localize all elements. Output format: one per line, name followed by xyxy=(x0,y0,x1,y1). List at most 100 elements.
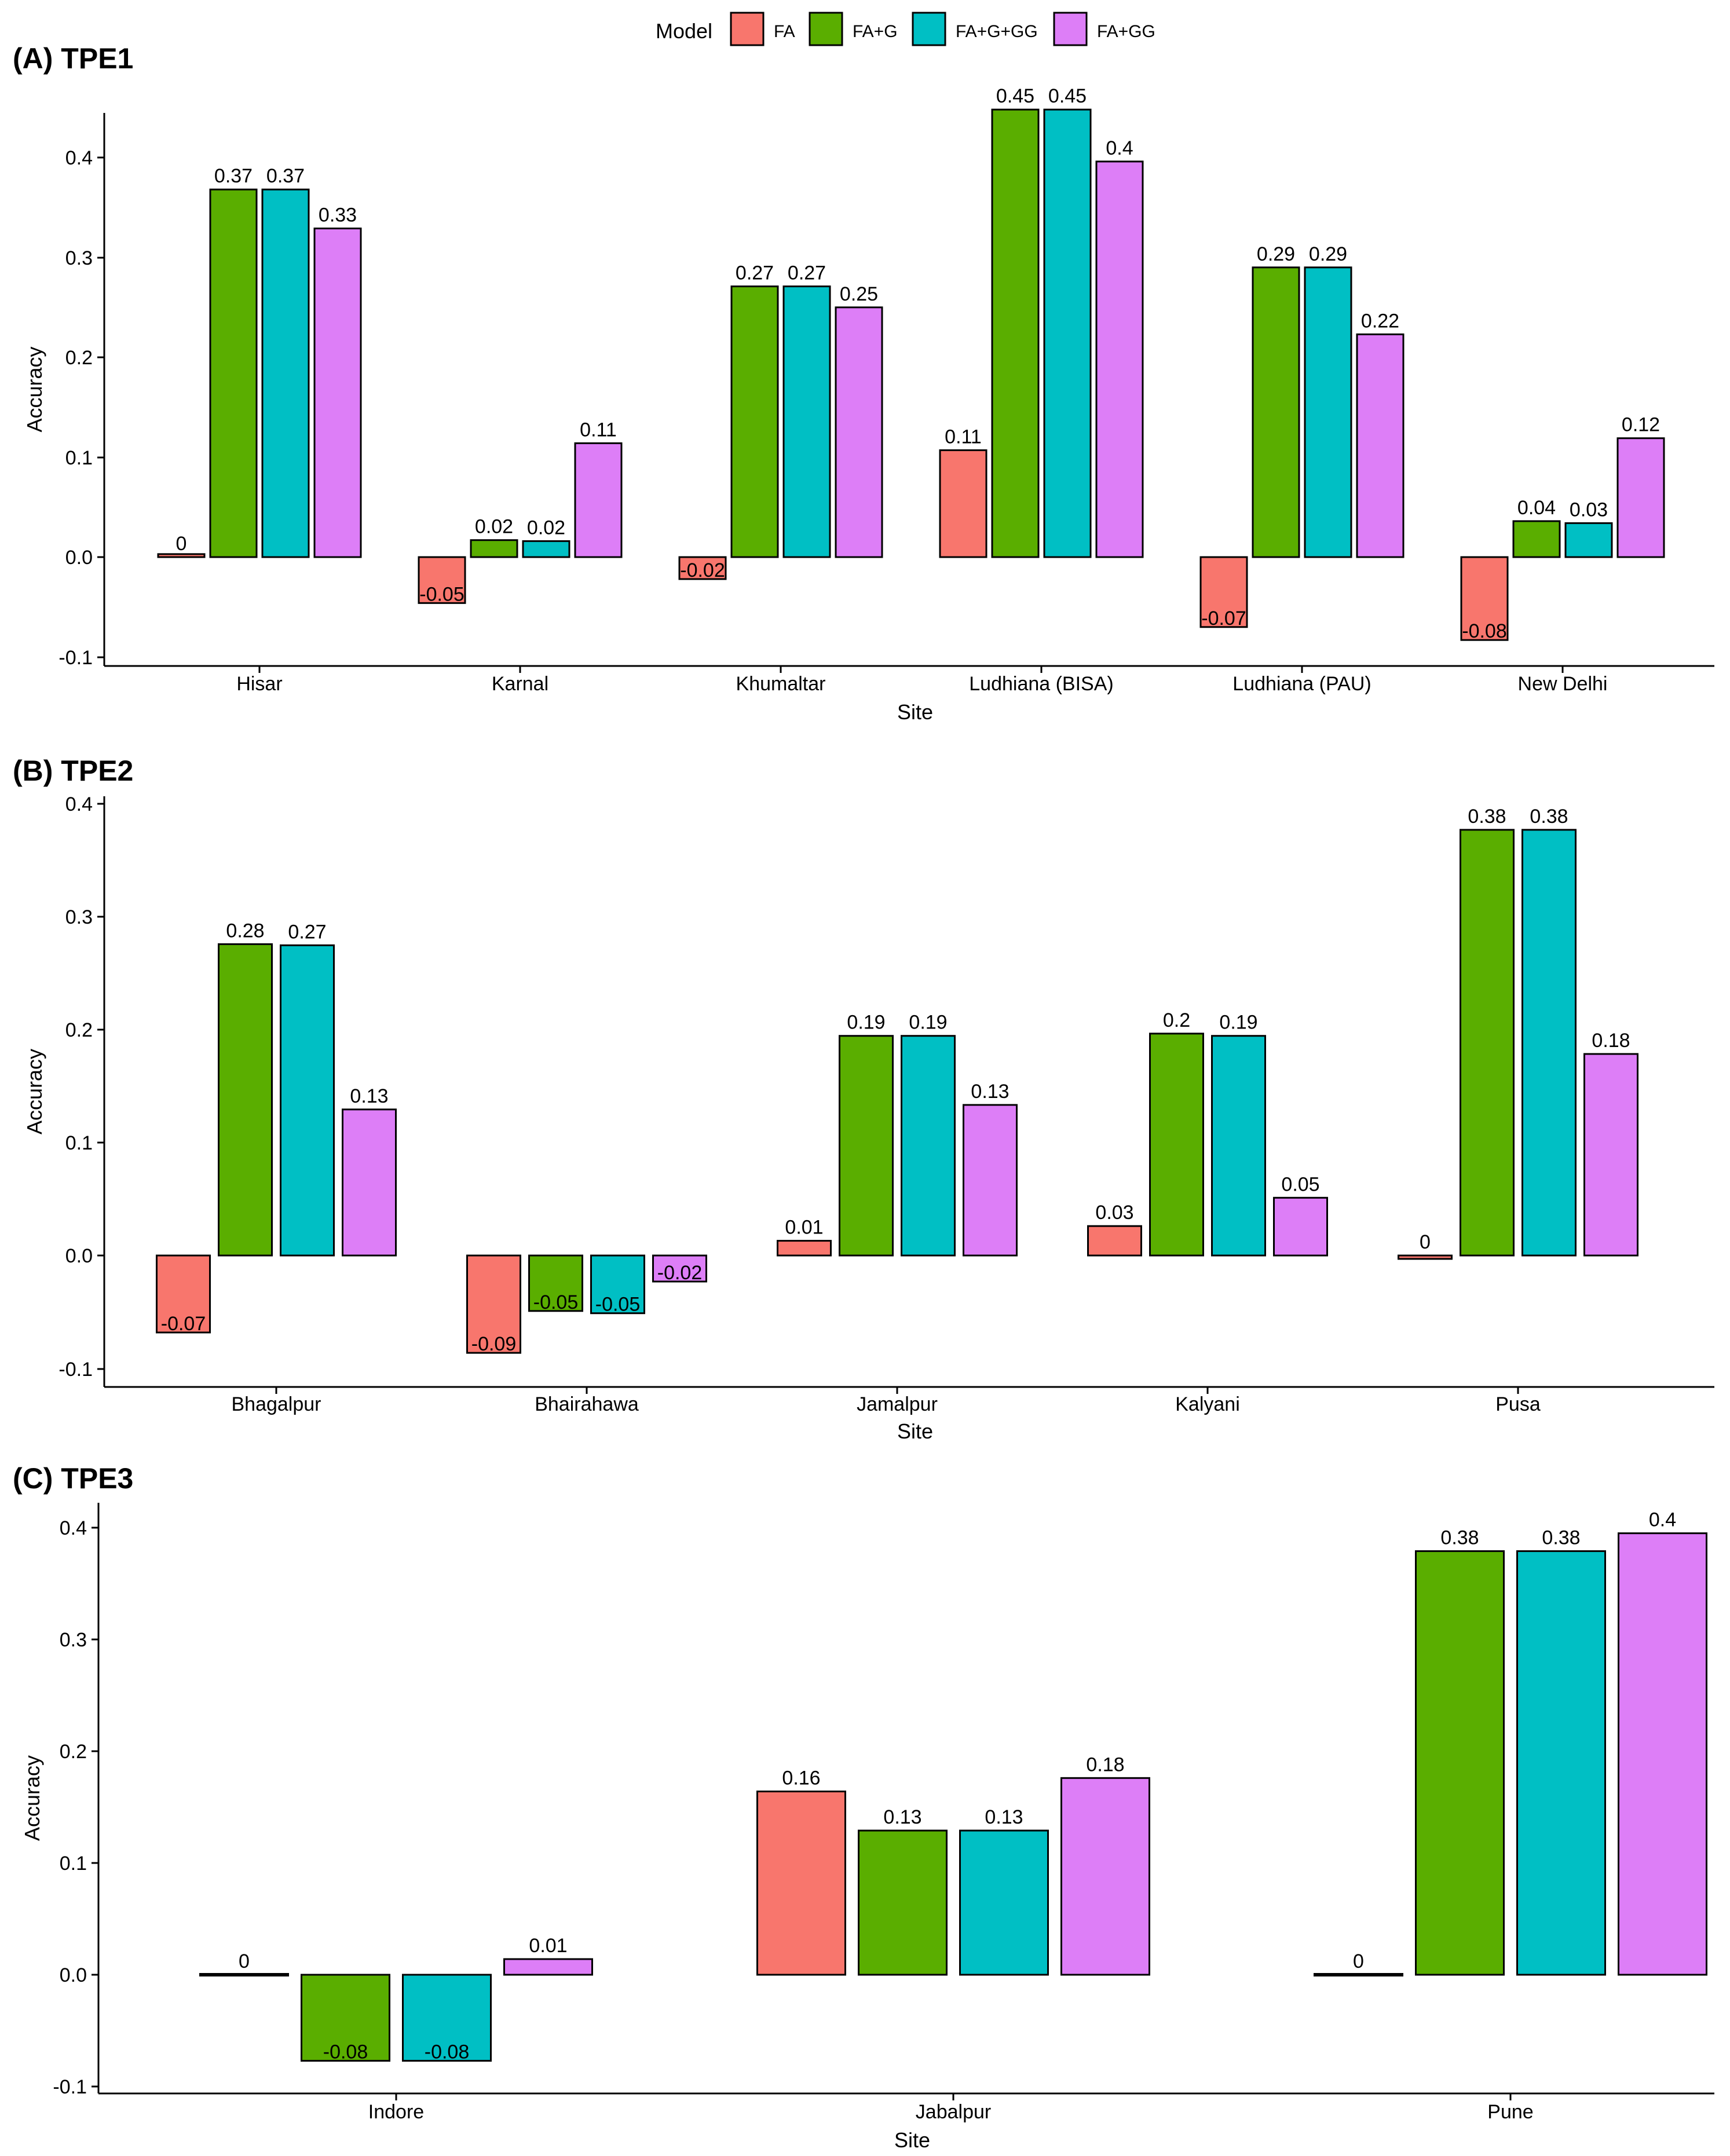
x-tick-label: Karnal xyxy=(492,673,548,695)
bar-value-label: 0.02 xyxy=(475,516,513,538)
bar-fa-gg-khumaltar xyxy=(835,306,883,558)
bar-fa-g-jamalpur xyxy=(839,1035,894,1257)
bar-value-label: -0.02 xyxy=(657,1262,703,1284)
panel-2: (B) TPE2 -0.1 0.0 0.1 0.2 0.3 0.4 Accuracy Site B… xyxy=(13,755,1714,1443)
bar-fa-g-gg-bhairahawa xyxy=(590,1254,645,1315)
y-tick-label: 0.4 xyxy=(60,1517,87,1539)
y-tick-label: 0.3 xyxy=(65,906,93,928)
bar-fa-g-gg-pusa xyxy=(1521,829,1577,1257)
x-axis-title: Site xyxy=(897,700,933,724)
bar-fa-jamalpur xyxy=(777,1240,832,1257)
y-axis-title: Accuracy xyxy=(20,1755,44,1841)
bar-fa-hisar xyxy=(157,553,206,558)
legend-item-fa-g: FA+G xyxy=(809,12,898,46)
bar-value-label: 0.03 xyxy=(1570,499,1608,521)
bar-value-label: 0 xyxy=(176,533,187,555)
legend-item-fa-gg: FA+GG xyxy=(1053,12,1155,46)
bar-fa-kalyani xyxy=(1087,1225,1142,1257)
bar-fa-g-gg-hisar xyxy=(261,188,310,558)
y-tick-label: 0.2 xyxy=(65,1019,93,1041)
bar-fa-g-gg-jamalpur xyxy=(901,1035,956,1257)
x-tick-label: Jamalpur xyxy=(857,1393,938,1415)
bar-value-label: 0.18 xyxy=(1592,1030,1630,1052)
bar-fa-gg-karnal xyxy=(574,442,623,558)
bar-value-label: -0.07 xyxy=(161,1313,206,1335)
y-tick-label: -0.1 xyxy=(58,647,93,669)
x-tick-label: Pusa xyxy=(1495,1393,1541,1415)
bar-value-label: 0.18 xyxy=(1086,1754,1124,1776)
bar-fa-karnal xyxy=(418,556,466,604)
bar-value-label: 0.01 xyxy=(785,1217,823,1239)
bar-value-label: -0.05 xyxy=(419,583,464,605)
bar-value-label: 0.16 xyxy=(782,1767,820,1789)
x-tick-label: Bhairahawa xyxy=(535,1393,639,1415)
legend-swatch-fa-g-gg xyxy=(912,12,946,46)
legend-swatch-fa xyxy=(730,12,765,46)
legend: Model FA FA+G FA+G+GG FA+GG xyxy=(656,12,1155,46)
bar-value-label: 0.19 xyxy=(1219,1012,1257,1034)
bar-value-label: 0.27 xyxy=(788,262,826,284)
x-tick-label: Ludhiana (BISA) xyxy=(969,673,1114,695)
y-tick-label: 0.0 xyxy=(65,1245,93,1267)
bar-fa-g-gg-khumaltar xyxy=(782,285,831,558)
bar-value-label: 0.45 xyxy=(996,85,1034,107)
x-tick-label: Kalyani xyxy=(1175,1393,1240,1415)
bar-fa-khumaltar xyxy=(678,556,727,580)
x-tick-label: New Delhi xyxy=(1518,673,1608,695)
bar-fa-g-jabalpur xyxy=(858,1829,948,1976)
y-axis-title: Accuracy xyxy=(23,346,46,432)
bar-fa-g-gg-ludhiana-pau xyxy=(1304,266,1352,558)
bar-value-label: 0.11 xyxy=(580,419,617,441)
bar-fa-g-gg-kalyani xyxy=(1211,1035,1266,1257)
bar-fa-gg-new-delhi xyxy=(1616,437,1665,558)
bar-value-label: -0.05 xyxy=(595,1294,641,1316)
bar-value-label: 0.02 xyxy=(527,517,565,539)
bar-fa-ludhiana-bisa xyxy=(939,449,987,558)
bar-fa-g-ludhiana-pau xyxy=(1252,266,1300,558)
y-tick-label: 0.1 xyxy=(65,447,93,469)
x-tick-label: Ludhiana (PAU) xyxy=(1232,673,1371,695)
panel-title: (B) TPE2 xyxy=(13,755,133,787)
bar-value-label: 0.12 xyxy=(1622,414,1660,436)
bar-value-label: 0.03 xyxy=(1095,1202,1133,1224)
panel-title: (C) TPE3 xyxy=(13,1462,133,1495)
bar-fa-bhairahawa xyxy=(466,1254,521,1354)
y-axis-title: Accuracy xyxy=(23,1049,46,1134)
bar-fa-g-new-delhi xyxy=(1512,520,1561,558)
bar-value-label: 0.38 xyxy=(1542,1527,1580,1549)
legend-label-fa: FA xyxy=(774,22,795,41)
x-tick-label: Pune xyxy=(1487,2101,1533,2123)
bar-fa-gg-indore xyxy=(503,1958,593,1976)
x-tick-label: Khumaltar xyxy=(736,673,826,695)
y-tick-label: 0.0 xyxy=(60,1964,87,1986)
panel-1: (A) TPE1 -0.1 0.0 0.1 0.2 0.3 0.4 Accuracy Site H… xyxy=(13,42,1714,724)
bar-value-label: 0.01 xyxy=(529,1935,567,1957)
bar-fa-g-gg-new-delhi xyxy=(1564,522,1613,558)
bar-value-label: 0.04 xyxy=(1517,497,1556,519)
x-tick-label: Indore xyxy=(368,2101,424,2123)
bar-value-label: 0.22 xyxy=(1361,310,1399,332)
bar-value-label: 0 xyxy=(1353,1950,1364,1972)
y-tick-label: 0.4 xyxy=(65,793,93,815)
chart-panels: (A) TPE1 -0.1 0.0 0.1 0.2 0.3 0.4 Accuracy Site H… xyxy=(13,42,1714,2152)
bar-fa-g-gg-indore xyxy=(402,1974,492,2062)
legend-swatch-fa-g xyxy=(809,12,843,46)
bar-value-label: 0.28 xyxy=(226,920,264,942)
legend-swatch-fa-gg xyxy=(1053,12,1088,46)
bar-fa-g-gg-pune xyxy=(1516,1550,1606,1976)
bar-value-label: 0 xyxy=(1420,1231,1431,1253)
bar-fa-pusa xyxy=(1398,1254,1453,1260)
bar-value-label: 0 xyxy=(239,1950,250,1972)
bar-fa-g-gg-ludhiana-bisa xyxy=(1043,108,1092,558)
bar-fa-g-kalyani xyxy=(1149,1033,1204,1257)
bar-value-label: 0.37 xyxy=(214,165,253,187)
bar-fa-g-karnal xyxy=(470,539,518,558)
bar-value-label: 0.19 xyxy=(909,1012,947,1034)
bar-value-label: 0.37 xyxy=(266,165,305,187)
legend-label-fa-gg: FA+GG xyxy=(1097,22,1155,41)
bar-fa-gg-pune xyxy=(1618,1532,1707,1976)
bar-value-label: 0.13 xyxy=(883,1806,921,1828)
bar-fa-new-delhi xyxy=(1460,556,1509,641)
panel-3: (C) TPE3 -0.1 0.0 0.1 0.2 0.3 0.4 Accuracy Site I… xyxy=(13,1462,1714,2152)
